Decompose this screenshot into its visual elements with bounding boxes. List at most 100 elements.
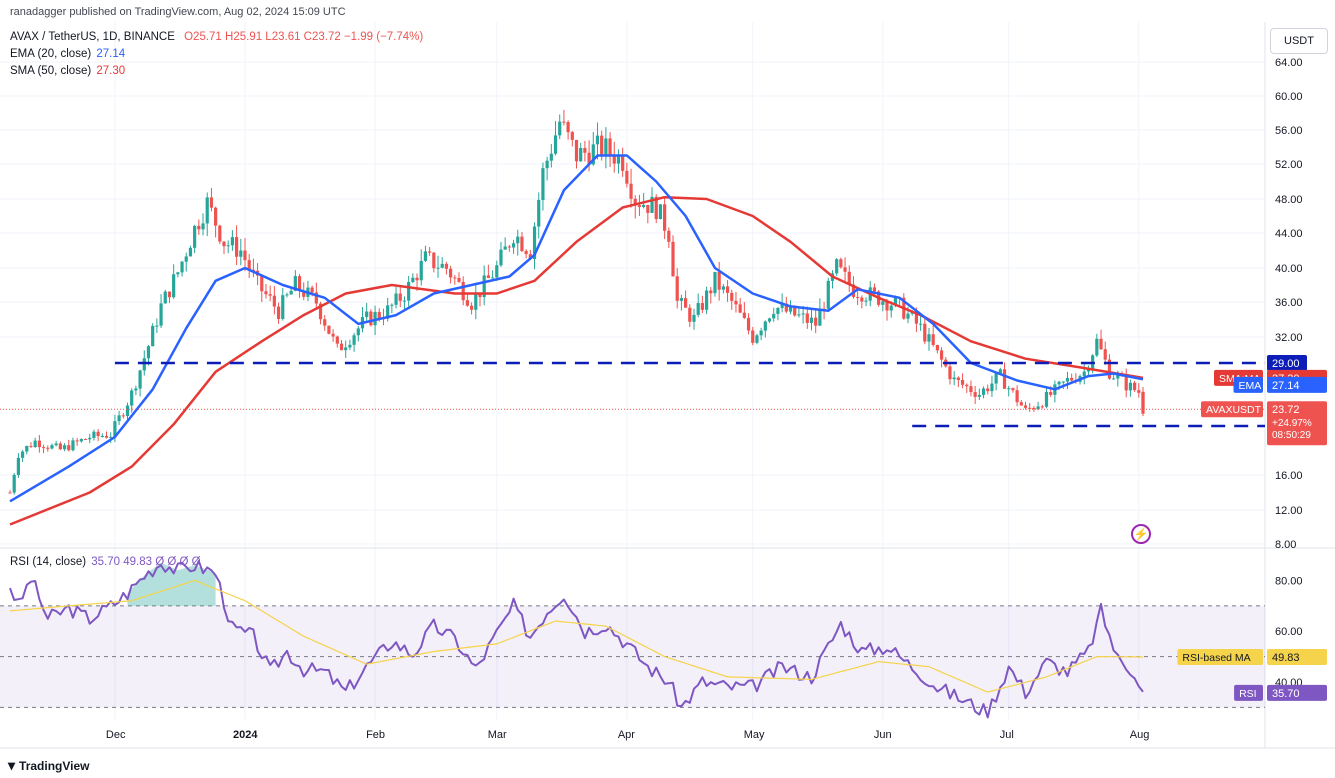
candle-body: [675, 276, 679, 301]
rsi-values: 35.70 49.83 Ø Ø Ø Ø: [91, 556, 201, 568]
ema-legend[interactable]: EMA (20, close) 27.14: [10, 48, 125, 60]
candle-body: [587, 152, 591, 165]
candle-body: [121, 415, 125, 417]
candle-body: [801, 313, 805, 315]
ema-line: [9, 154, 1144, 503]
candle-body: [50, 445, 54, 449]
candle-body: [990, 383, 994, 392]
candle-body: [684, 298, 688, 308]
candle-body: [12, 474, 16, 493]
candle-body: [797, 314, 801, 316]
candle-body: [344, 347, 348, 351]
candle-body: [1011, 388, 1015, 391]
candle-body: [952, 377, 956, 380]
candle-body: [516, 236, 520, 244]
rsi-tick-label: 60.00: [1275, 626, 1303, 638]
candle-body: [881, 301, 885, 305]
candle-body: [679, 298, 684, 301]
candle-body: [151, 325, 155, 347]
candle-body: [780, 303, 784, 308]
candle-body: [339, 343, 344, 351]
candle-body: [285, 294, 289, 296]
rsi-legend[interactable]: RSI (14, close) 35.70 49.83 Ø Ø Ø Ø: [10, 556, 201, 568]
candle-body: [918, 323, 923, 325]
candle-body: [885, 301, 889, 311]
candle-body: [230, 237, 235, 246]
candle-body: [713, 271, 717, 294]
candle-body: [1032, 407, 1036, 410]
candle-body: [117, 415, 121, 422]
candle-body: [478, 293, 482, 298]
candle-body: [772, 313, 776, 319]
price-tag-name: EMA: [1239, 380, 1262, 392]
time-tick-label: Mar: [488, 729, 507, 741]
candle-body: [104, 435, 109, 438]
ema-label: EMA (20, close): [10, 48, 92, 60]
candle-body: [1133, 382, 1137, 391]
candle-body: [1070, 377, 1074, 381]
candle-body: [54, 443, 58, 446]
candle-body: [742, 312, 746, 318]
candle-body: [1040, 406, 1044, 408]
candle-body: [1137, 390, 1141, 393]
candle-body: [96, 431, 100, 437]
price-tick-label: 44.00: [1275, 228, 1303, 240]
price-tick-label: 36.00: [1275, 297, 1303, 309]
candle-body: [814, 317, 818, 326]
candle-body: [386, 305, 390, 319]
candle-body: [461, 281, 465, 301]
candle-body: [1007, 388, 1011, 390]
lightning-icon[interactable]: ⚡: [1131, 524, 1151, 544]
candle-body: [411, 277, 415, 283]
candle-body: [75, 440, 79, 442]
candle-body: [377, 311, 381, 319]
candle-body: [948, 366, 952, 380]
candle-body: [490, 277, 495, 279]
candle-body: [960, 380, 965, 385]
candle-body: [872, 287, 877, 292]
candle-body: [125, 405, 130, 416]
candle-body: [654, 196, 658, 220]
candle-body: [751, 330, 755, 343]
level-tag: [1267, 355, 1307, 371]
candle-body: [41, 447, 46, 449]
candle-body: [469, 305, 474, 310]
candle-body: [923, 323, 927, 342]
candle-body: [591, 144, 595, 165]
candle-body: [851, 284, 856, 297]
candle-body: [428, 251, 432, 253]
candle-body: [188, 247, 193, 257]
candle-body: [58, 443, 62, 450]
sma-legend[interactable]: SMA (50, close) 27.30: [10, 65, 125, 77]
candle-body: [767, 318, 772, 322]
currency-button[interactable]: USDT: [1270, 28, 1328, 54]
candle-body: [449, 268, 453, 278]
candle-body: [67, 445, 71, 451]
candle-body: [570, 132, 574, 140]
price-tag-name: AVAXUSDT: [1206, 404, 1262, 416]
price-tag-value-bg: [1267, 401, 1327, 446]
candle-body: [931, 334, 935, 346]
candle-body: [293, 276, 297, 291]
candle-body: [243, 250, 247, 261]
candle-body: [965, 384, 969, 387]
candle-body: [625, 170, 629, 184]
candle-body: [549, 153, 553, 161]
rsi-tag-name: RSI-based MA: [1182, 652, 1250, 664]
candle-body: [856, 296, 860, 298]
symbol-title[interactable]: AVAX / TetherUS, 1D, BINANCE: [10, 31, 175, 43]
candle-body: [839, 259, 843, 268]
candle-body: [721, 286, 725, 290]
candle-body: [453, 277, 457, 279]
candle-body: [356, 328, 360, 336]
price-tick-label: 48.00: [1275, 194, 1303, 206]
rsi-tag-value: 49.83: [1272, 652, 1300, 664]
candle-body: [612, 154, 616, 164]
candle-body: [541, 168, 545, 200]
price-tick-label: 16.00: [1275, 470, 1303, 482]
tradingview-logo-icon: ▾: [8, 757, 16, 773]
time-tick-label: Dec: [106, 729, 126, 741]
price-tag-name-bg: [1201, 401, 1263, 418]
candle-body: [302, 290, 306, 297]
